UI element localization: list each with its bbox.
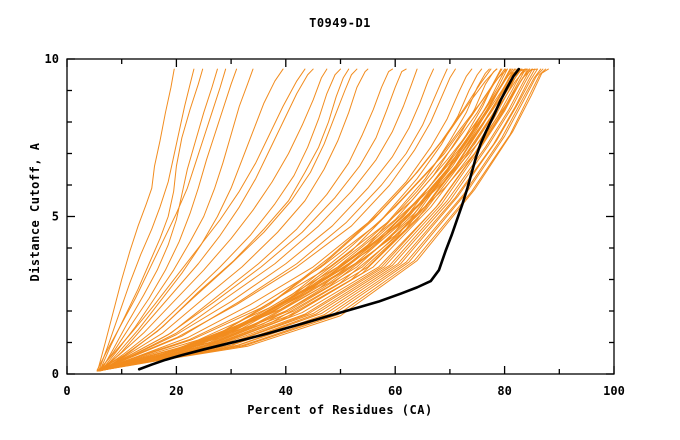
prediction-curve: [98, 68, 519, 372]
x-tick-label: 0: [63, 384, 70, 398]
x-tick-label: 60: [388, 384, 402, 398]
prediction-curve: [101, 68, 418, 370]
prediction-curve: [103, 68, 533, 370]
prediction-curve: [100, 68, 341, 371]
prediction-curve: [97, 68, 456, 371]
prediction-curve: [97, 68, 175, 372]
x-tick-label: 40: [279, 384, 293, 398]
prediction-curve: [103, 68, 527, 370]
prediction-curve: [96, 68, 227, 371]
prediction-curve: [99, 68, 328, 371]
prediction-curve: [98, 68, 512, 372]
prediction-curve: [100, 68, 533, 371]
y-axis-label: Distance Cutoff, A: [28, 142, 42, 282]
prediction-curve: [100, 68, 522, 371]
prediction-curve: [99, 68, 204, 372]
prediction-curve: [101, 68, 254, 371]
prediction-curve: [102, 68, 542, 371]
prediction-curve: [99, 68, 518, 372]
prediction-curve: [102, 68, 369, 371]
prediction-curve: [100, 68, 473, 371]
y-tick-label: 5: [52, 210, 59, 224]
prediction-curve: [99, 68, 483, 371]
prediction-curve: [105, 68, 526, 369]
prediction-curve: [100, 68, 544, 371]
x-tick-label: 100: [603, 384, 625, 398]
prediction-curve: [102, 68, 284, 371]
prediction-curve: [100, 68, 218, 372]
prediction-curve: [98, 68, 490, 371]
prediction-curve: [102, 68, 547, 371]
prediction-curve: [99, 68, 238, 371]
prediction-curve: [98, 68, 407, 371]
prediction-curve: [100, 68, 448, 371]
x-axis-label: Percent of Residues (CA): [247, 403, 433, 417]
prediction-curve: [98, 68, 306, 371]
reference-curve: [137, 67, 521, 371]
x-tick-label: 80: [497, 384, 511, 398]
y-tick-label: 0: [52, 367, 59, 381]
prediction-curve: [98, 68, 195, 372]
y-tick-label: 10: [45, 52, 59, 66]
x-tick-label: 20: [169, 384, 183, 398]
prediction-curves-layer: [96, 68, 549, 372]
axes-frame-layer: [66, 58, 615, 375]
prediction-curve: [101, 68, 549, 371]
reference-curve-layer: [137, 67, 521, 371]
prediction-curve: [99, 68, 434, 371]
page-title: T0949-D1: [309, 16, 371, 30]
prediction-curve: [96, 68, 503, 372]
prediction-curve: [99, 68, 358, 371]
tick-labels-layer: 0 20 40 60 80 100 0 5 10: [45, 52, 625, 398]
prediction-curve: [102, 68, 314, 371]
